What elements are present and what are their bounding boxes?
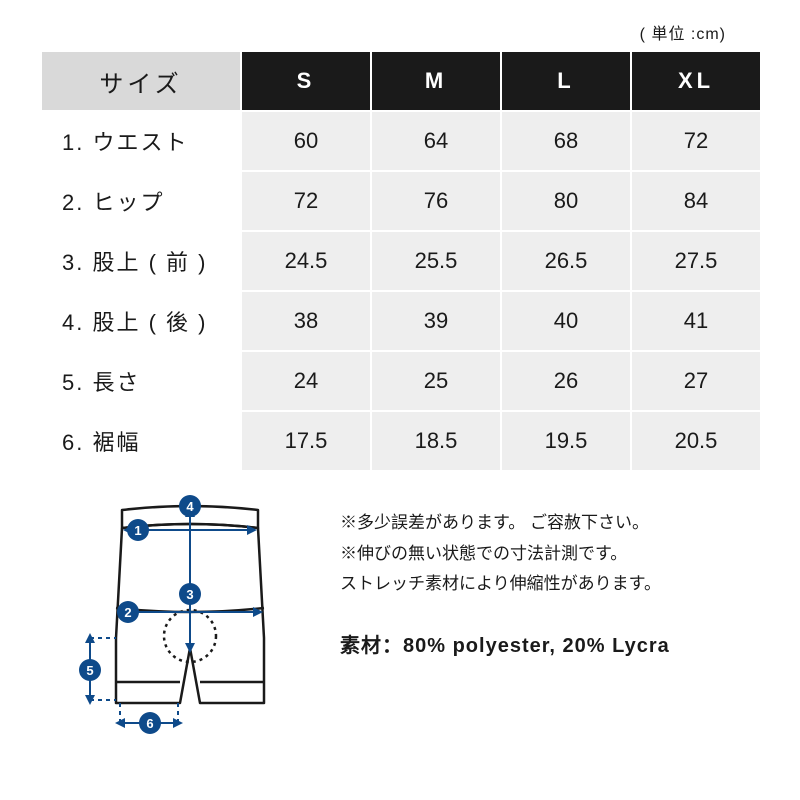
material-label: 素材：	[340, 635, 403, 657]
table-cell: 27	[631, 351, 761, 411]
table-cell: 18.5	[371, 411, 501, 471]
diagram-marker-3: 3	[186, 587, 193, 602]
notes-block: ※多少誤差があります。 ご容赦下さい。 ※伸びの無い状態での寸法計測です。 スト…	[320, 488, 760, 664]
table-row-label: 4. 股上 ( 後 )	[41, 291, 241, 351]
material-line: 素材：80% polyester, 20% Lycra	[340, 628, 760, 664]
note-line: ストレッチ素材により伸縮性があります。	[340, 569, 760, 600]
note-line: ※伸びの無い状態での寸法計測です。	[340, 539, 760, 570]
table-cell: 72	[241, 171, 371, 231]
table-header-size: L	[501, 51, 631, 111]
unit-label: ( 単位 :cm)	[40, 20, 760, 44]
table-cell: 26	[501, 351, 631, 411]
table-row: 6. 裾幅17.518.519.520.5	[41, 411, 761, 471]
table-cell: 24	[241, 351, 371, 411]
table-row: 3. 股上 ( 前 )24.525.526.527.5	[41, 231, 761, 291]
table-cell: 72	[631, 111, 761, 171]
diagram-marker-2: 2	[124, 605, 131, 620]
table-cell: 39	[371, 291, 501, 351]
table-cell: 84	[631, 171, 761, 231]
table-header-size: S	[241, 51, 371, 111]
table-cell: 68	[501, 111, 631, 171]
measurement-diagram: 1 2 3 4 5 6	[40, 488, 320, 768]
table-row: 5. 長さ24252627	[41, 351, 761, 411]
table-cell: 64	[371, 111, 501, 171]
table-cell: 19.5	[501, 411, 631, 471]
table-cell: 38	[241, 291, 371, 351]
table-header-label: サイズ	[41, 51, 241, 111]
table-cell: 20.5	[631, 411, 761, 471]
table-row-label: 3. 股上 ( 前 )	[41, 231, 241, 291]
table-cell: 40	[501, 291, 631, 351]
table-cell: 17.5	[241, 411, 371, 471]
table-cell: 26.5	[501, 231, 631, 291]
table-cell: 24.5	[241, 231, 371, 291]
table-row-label: 2. ヒップ	[41, 171, 241, 231]
table-row: 1. ウエスト60646872	[41, 111, 761, 171]
table-row-label: 6. 裾幅	[41, 411, 241, 471]
material-value: 80% polyester, 20% Lycra	[403, 635, 670, 657]
table-header-size: M	[371, 51, 501, 111]
table-cell: 25	[371, 351, 501, 411]
table-cell: 60	[241, 111, 371, 171]
table-cell: 76	[371, 171, 501, 231]
diagram-marker-4: 4	[186, 499, 194, 514]
note-line: ※多少誤差があります。 ご容赦下さい。	[340, 508, 760, 539]
size-table: サイズ S M L XL 1. ウエスト606468722. ヒップ727680…	[40, 50, 762, 472]
table-cell: 41	[631, 291, 761, 351]
table-cell: 27.5	[631, 231, 761, 291]
table-cell: 25.5	[371, 231, 501, 291]
table-header-size: XL	[631, 51, 761, 111]
table-header-row: サイズ S M L XL	[41, 51, 761, 111]
diagram-marker-1: 1	[134, 523, 141, 538]
diagram-marker-5: 5	[86, 663, 93, 678]
table-cell: 80	[501, 171, 631, 231]
table-row: 2. ヒップ72768084	[41, 171, 761, 231]
table-row-label: 5. 長さ	[41, 351, 241, 411]
table-row: 4. 股上 ( 後 )38394041	[41, 291, 761, 351]
diagram-marker-6: 6	[146, 716, 153, 731]
table-row-label: 1. ウエスト	[41, 111, 241, 171]
